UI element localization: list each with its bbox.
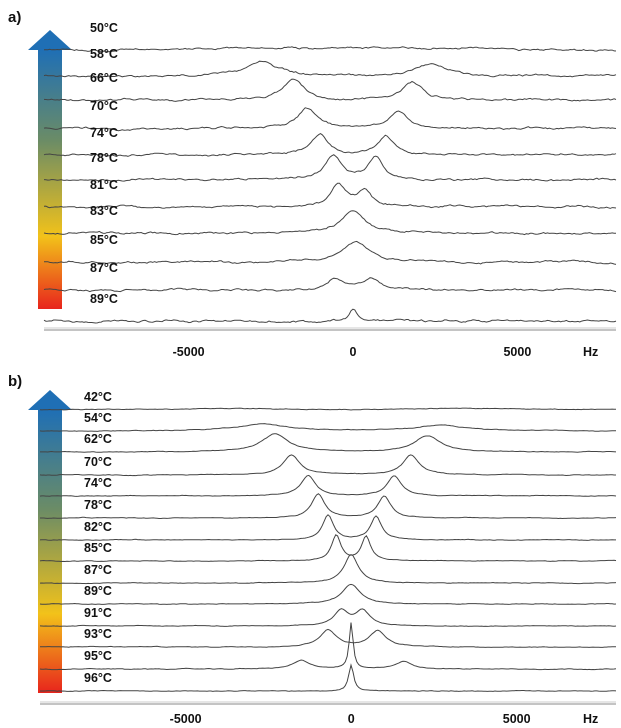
spectrum-trace-70c — [43, 107, 617, 132]
temperature-label: 50°C — [90, 21, 118, 35]
spectrum-trace-87c — [39, 554, 617, 585]
panel-b-x-ticks: -5000 0 5000 — [170, 712, 531, 726]
temperature-label: 58°C — [90, 47, 118, 61]
spectrum-trace-85c — [44, 240, 617, 265]
temperature-label: 82°C — [84, 520, 112, 534]
spectrum-trace-91c — [39, 608, 617, 627]
temperature-label: 93°C — [84, 627, 112, 641]
spectrum-trace-62c — [40, 433, 617, 453]
spectrum-trace-78c — [40, 493, 617, 520]
temperature-label: 62°C — [84, 432, 112, 446]
x-tick-label: 5000 — [503, 345, 531, 359]
temperature-label: 87°C — [90, 261, 118, 275]
spectrum-trace-54c — [39, 423, 616, 432]
panel-a: a) 50°C 58°C 66°C 70°C 74°C 78°C 81°C 83°C 85°C 8… — [8, 9, 617, 359]
temperature-label: 91°C — [84, 606, 112, 620]
x-tick-label: 5000 — [503, 712, 531, 726]
temperature-label: 85°C — [90, 233, 118, 247]
temperature-label: 87°C — [84, 563, 112, 577]
x-tick-label: -5000 — [170, 712, 202, 726]
spectrum-trace-93c — [40, 628, 617, 648]
temperature-label: 95°C — [84, 649, 112, 663]
panel-b-spectra — [39, 407, 617, 692]
spectrum-trace-83c — [43, 210, 616, 236]
spectrum-trace-82c — [39, 514, 616, 541]
spectrum-trace-78c — [43, 154, 617, 182]
panel-a-label: a) — [8, 9, 21, 26]
panel-b-temperature-labels: 42°C 54°C 62°C 70°C 74°C 78°C 82°C 85°C 87°C 89°C… — [84, 390, 112, 685]
spectrum-trace-89c — [39, 583, 617, 605]
temperature-label: 70°C — [84, 455, 112, 469]
temperature-label: 74°C — [84, 476, 112, 490]
spectrum-trace-85c — [39, 534, 617, 563]
temperature-label: 85°C — [84, 541, 112, 555]
temperature-label: 70°C — [90, 99, 118, 113]
temperature-label: 89°C — [90, 292, 118, 306]
panel-b-label: b) — [8, 373, 22, 390]
temperature-label: 96°C — [84, 671, 112, 685]
spectrum-trace-58c — [43, 60, 617, 78]
panel-a-arrow-head — [28, 30, 72, 52]
temperature-label: 74°C — [90, 126, 118, 140]
panel-a-x-ticks: -5000 0 5000 — [173, 345, 532, 359]
spectrum-trace-74c — [39, 474, 617, 497]
panel-a-temperature-labels: 50°C 58°C 66°C 70°C 74°C 78°C 81°C 83°C 85°C 87°C… — [90, 21, 118, 306]
spectrum-trace-74c — [43, 133, 617, 157]
spectrum-trace-50c — [43, 46, 617, 53]
panel-b-axis-unit: Hz — [583, 712, 598, 726]
x-tick-label: -5000 — [173, 345, 205, 359]
temperature-label: 42°C — [84, 390, 112, 404]
spectrum-trace-70c — [39, 454, 616, 477]
temperature-label: 89°C — [84, 584, 112, 598]
panel-a-axis-unit: Hz — [583, 345, 598, 359]
temperature-label: 54°C — [84, 411, 112, 425]
temperature-label: 78°C — [84, 498, 112, 512]
spectrum-trace-95c — [39, 622, 617, 671]
temperature-label: 81°C — [90, 178, 118, 192]
spectrum-trace-87c — [43, 277, 617, 293]
x-tick-label: 0 — [348, 712, 355, 726]
panel-b-arrow-head — [28, 390, 72, 412]
spectrum-trace-96c — [40, 663, 617, 692]
spectrum-trace-81c — [43, 182, 617, 209]
temperature-label: 83°C — [90, 204, 118, 218]
spectrum-trace-66c — [43, 78, 617, 102]
panel-b: b) 42°C 54°C 62°C 70°C 74°C 78°C 82°C 85°C 87°C 8… — [8, 373, 617, 726]
x-tick-label: 0 — [350, 345, 357, 359]
panel-a-spectra — [43, 46, 617, 324]
spectrum-trace-42c — [39, 407, 617, 411]
temperature-label: 78°C — [90, 151, 118, 165]
temperature-label: 66°C — [90, 71, 118, 85]
spectrum-trace-89c — [43, 308, 617, 324]
panel-b-temperature-bar — [38, 410, 62, 693]
